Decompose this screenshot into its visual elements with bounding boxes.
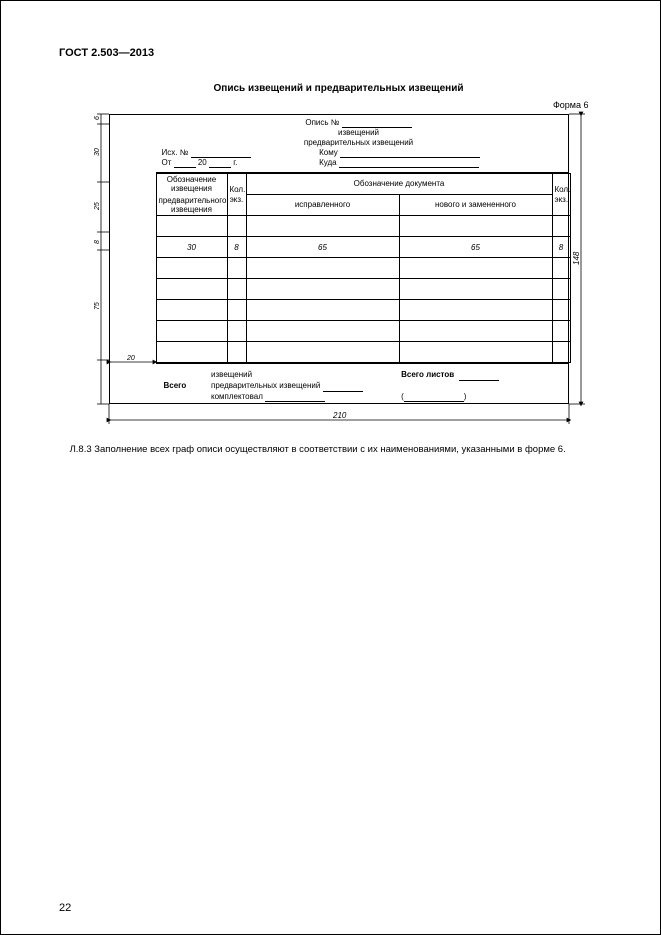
dimension-overlay: 6 30 25 8 75 20 210 148 bbox=[89, 100, 589, 430]
figure-title: Опись извещений и предварительных извеще… bbox=[59, 83, 618, 94]
dim-h-top: 6 bbox=[94, 116, 101, 120]
paragraph-l83: Л.8.3 Заполнение всех граф описи осущест… bbox=[59, 444, 618, 457]
dim-total-h: 148 bbox=[572, 251, 581, 265]
page-number: 22 bbox=[59, 902, 71, 914]
form-drawing: Форма 6 Опись № извещений предварительны… bbox=[89, 100, 589, 430]
dim-h-body: 75 bbox=[94, 302, 101, 310]
dim-total-w: 210 bbox=[332, 411, 347, 420]
gost-number: ГОСТ 2.503—2013 bbox=[59, 47, 618, 59]
dim-h-thead: 25 bbox=[94, 202, 101, 211]
dim-h-header: 30 bbox=[94, 148, 101, 156]
dim-h-row: 8 bbox=[94, 240, 101, 244]
page: ГОСТ 2.503—2013 Опись извещений и предва… bbox=[0, 0, 661, 935]
dim-margin-left: 20 bbox=[126, 355, 135, 362]
